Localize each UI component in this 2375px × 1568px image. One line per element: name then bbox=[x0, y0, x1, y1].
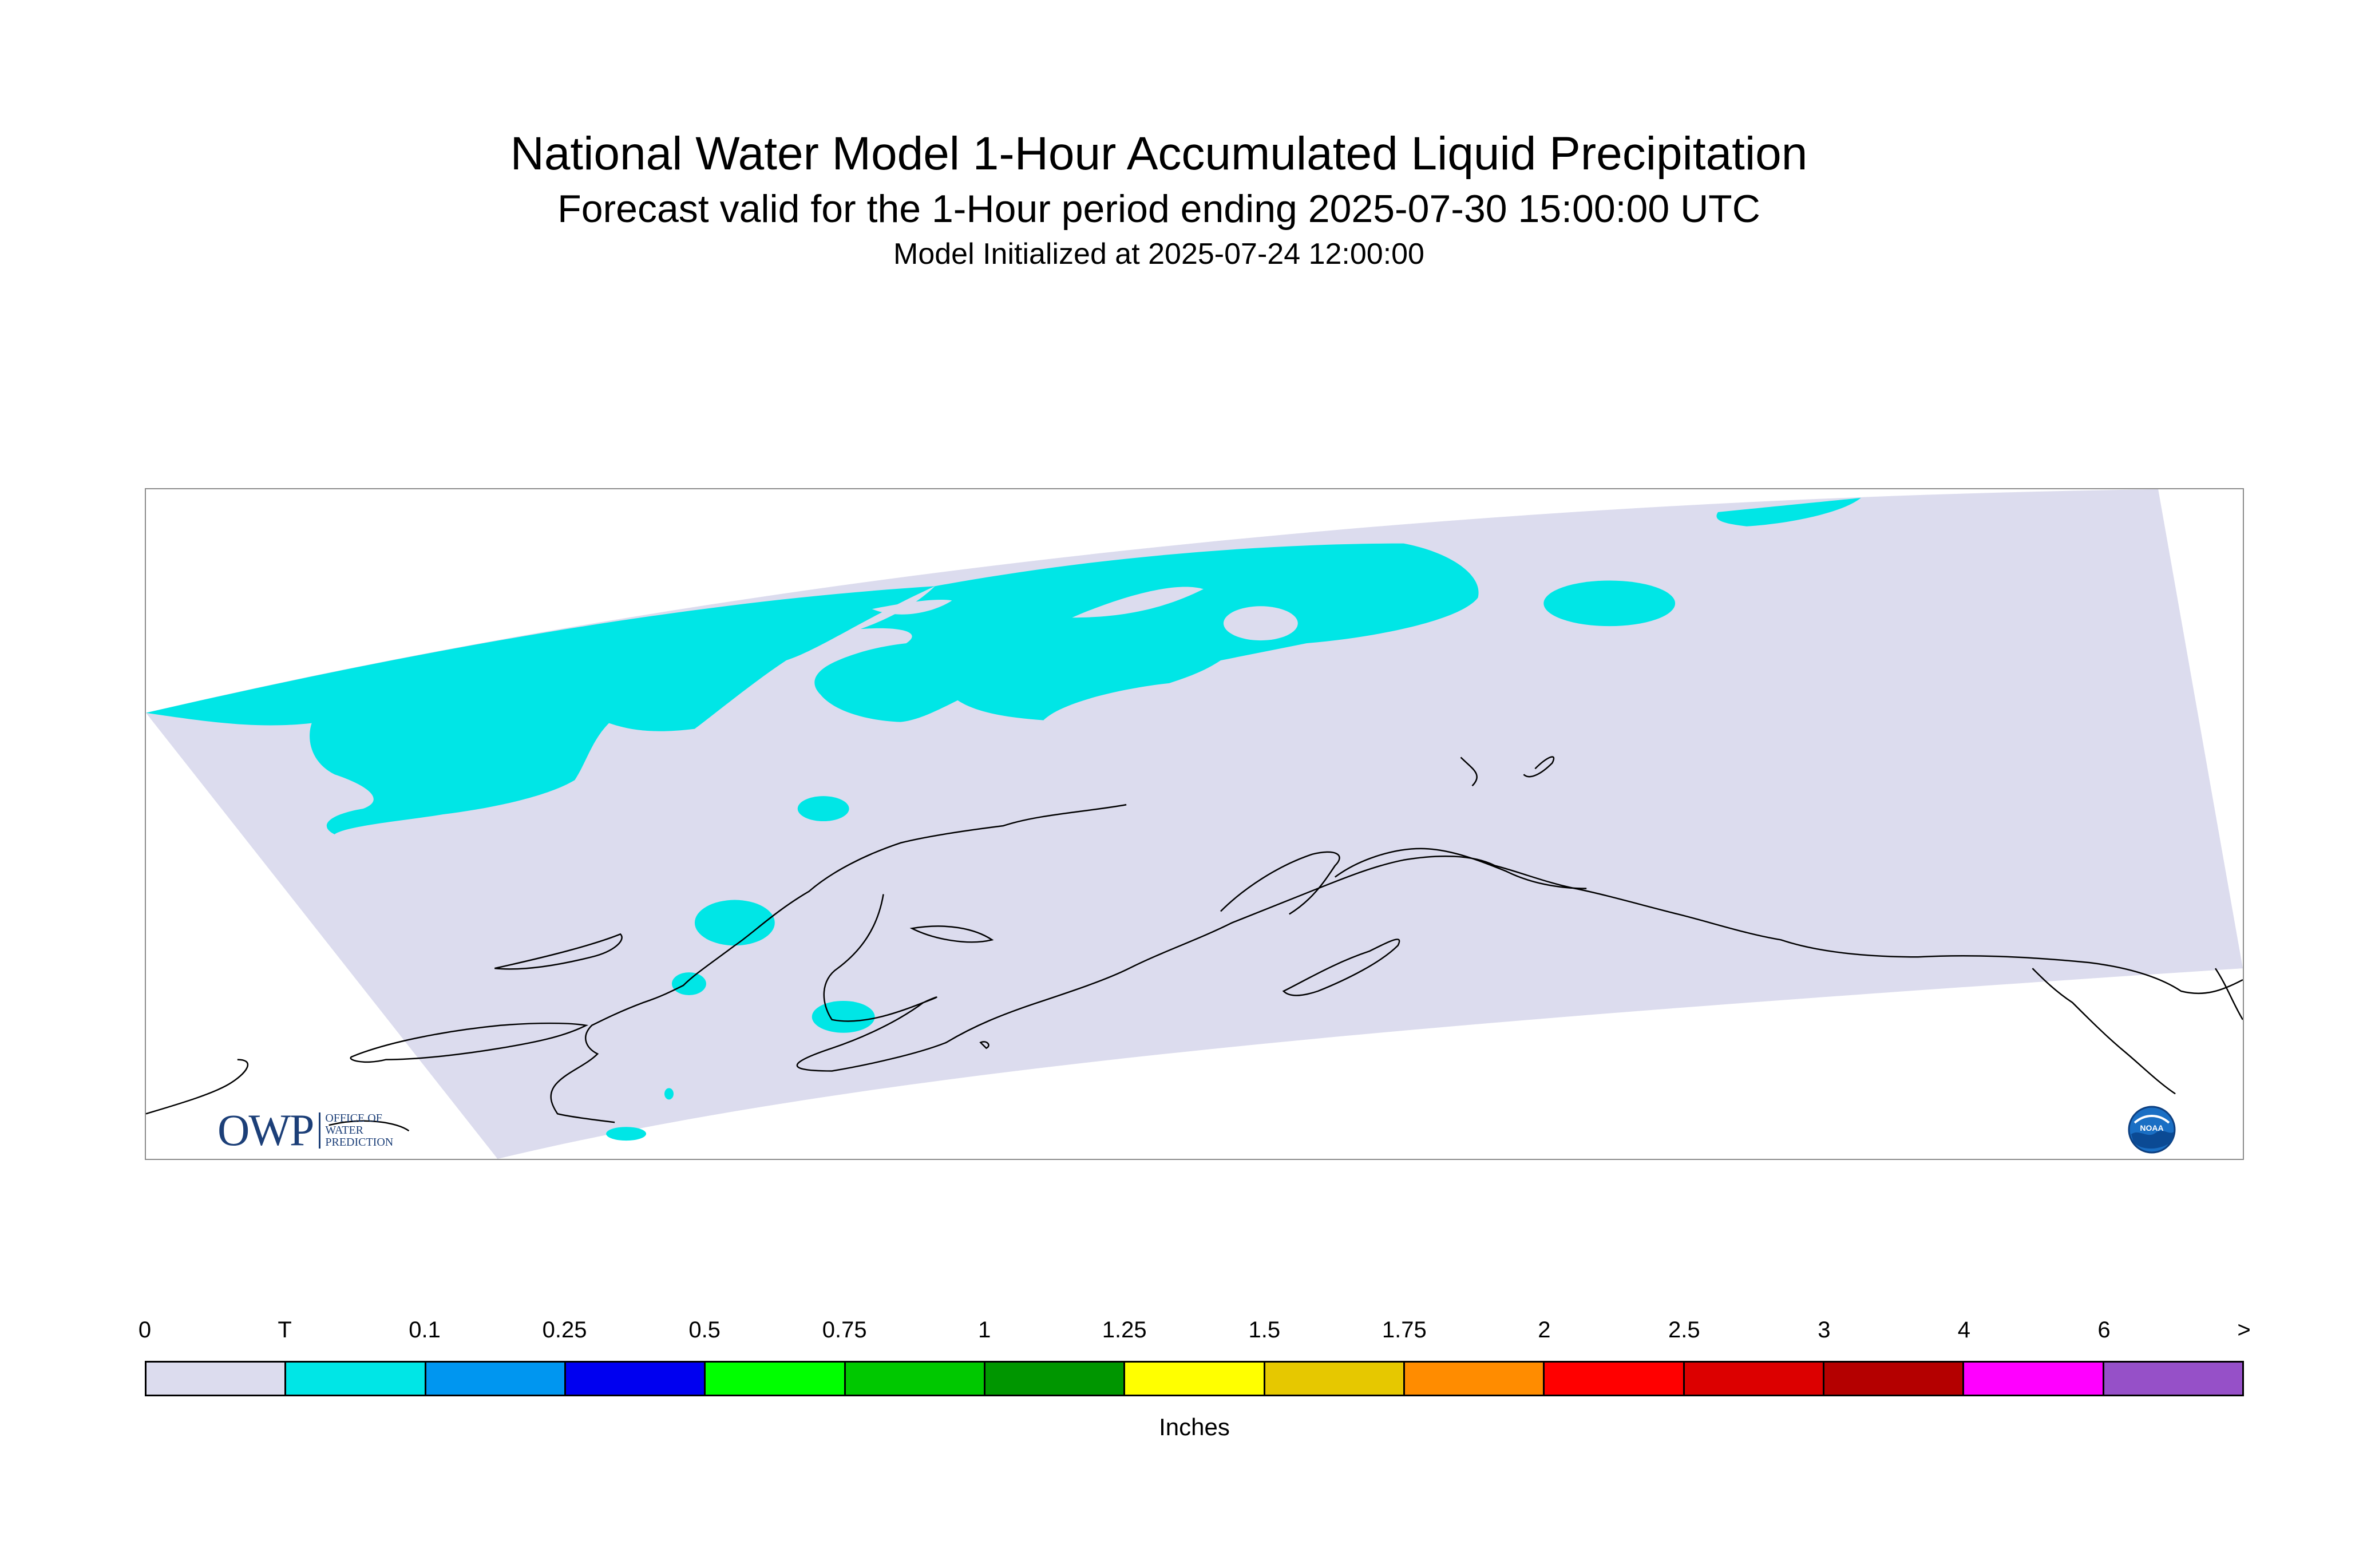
owp-logo-line3: PREDICTION bbox=[325, 1135, 394, 1149]
precip-map bbox=[146, 489, 2243, 1159]
legend-swatch bbox=[1684, 1363, 1824, 1395]
legend-swatch bbox=[985, 1363, 1126, 1395]
legend-tick-label: T bbox=[278, 1317, 292, 1343]
legend-tick-label: 1 bbox=[978, 1317, 991, 1343]
legend-swatch bbox=[286, 1363, 426, 1395]
precip-area-northeast bbox=[1716, 497, 1861, 526]
legend-swatch bbox=[1964, 1363, 2104, 1395]
coast-mainland-west bbox=[550, 803, 1127, 1123]
precip-blob-bristol bbox=[812, 1000, 875, 1033]
precip-area-west bbox=[146, 586, 935, 834]
coast-nunivak bbox=[909, 925, 994, 943]
coast-cook-inlet bbox=[1220, 851, 1340, 915]
legend-swatch bbox=[147, 1363, 287, 1395]
legend-swatch bbox=[845, 1363, 985, 1395]
legend-tick-label: 4 bbox=[1957, 1317, 1971, 1343]
legend-swatch bbox=[1545, 1363, 1685, 1395]
legend-swatch bbox=[1265, 1363, 1405, 1395]
coast-kodiak bbox=[1282, 939, 1400, 996]
owp-logo-subtext: OFFICE OF WATER PREDICTION bbox=[319, 1112, 393, 1149]
legend-swatch bbox=[706, 1363, 846, 1395]
precip-area-central bbox=[814, 543, 1479, 722]
legend-tick-label: 0.25 bbox=[542, 1317, 587, 1343]
map-subtitle: Forecast valid for the 1-Hour period end… bbox=[557, 187, 1760, 231]
legend-tick-label: 2.5 bbox=[1668, 1317, 1700, 1343]
owp-logo-letters: OWP bbox=[217, 1105, 314, 1155]
legend-tick-label: 0.75 bbox=[822, 1317, 867, 1343]
legend-tick-label: > bbox=[2237, 1317, 2251, 1343]
map-panel[interactable] bbox=[145, 488, 2244, 1160]
owp-logo: OWP OFFICE OF WATER PREDICTION bbox=[217, 1105, 393, 1155]
map-title: National Water Model 1-Hour Accumulated … bbox=[510, 128, 1808, 180]
legend-swatch bbox=[1125, 1363, 1265, 1395]
legend-tick-label: 0 bbox=[138, 1317, 152, 1343]
owp-logo-line2: WATER bbox=[325, 1123, 364, 1137]
precip-blob-south bbox=[606, 1127, 647, 1141]
precip-blob-small bbox=[797, 796, 849, 822]
coast-kenai bbox=[1334, 848, 1587, 889]
legend-tick-label: 2 bbox=[1538, 1317, 1551, 1343]
noaa-logo: NOAA bbox=[2128, 1106, 2176, 1154]
legend-swatch bbox=[1404, 1363, 1545, 1395]
legend-swatch bbox=[2104, 1363, 2242, 1395]
legend-tick-label: 1.75 bbox=[1382, 1317, 1427, 1343]
coast-chukotka bbox=[146, 1059, 410, 1132]
legend-tick-label: 1.5 bbox=[1248, 1317, 1281, 1343]
coast-pribilof bbox=[979, 1041, 989, 1050]
coast-southeast bbox=[2032, 968, 2243, 1095]
legend-tick-label: 0.1 bbox=[409, 1317, 441, 1343]
legend-swatch bbox=[1824, 1363, 1965, 1395]
coast-alaska-peninsula bbox=[796, 856, 2243, 1072]
coast-st-lawrence bbox=[494, 933, 623, 970]
model-init-line: Model Initialized at 2025-07-24 12:00:00 bbox=[893, 237, 1424, 271]
noaa-logo-text: NOAA bbox=[2140, 1123, 2163, 1133]
precip-blob-tiny bbox=[664, 1088, 674, 1100]
dry-gaps bbox=[872, 587, 1298, 641]
legend-tick-label: 3 bbox=[1818, 1317, 1831, 1343]
coast-northeast bbox=[1460, 756, 1555, 787]
precip-areas bbox=[146, 497, 1861, 1141]
owp-logo-line1: OFFICE OF bbox=[325, 1111, 382, 1124]
coastlines bbox=[146, 756, 2243, 1132]
legend-swatch bbox=[565, 1363, 706, 1395]
coast-bristol-bay bbox=[823, 894, 937, 1022]
precip-blob-bering bbox=[694, 900, 775, 946]
precip-blob-nunivak bbox=[671, 972, 706, 995]
legend-tick-label: 0.5 bbox=[688, 1317, 721, 1343]
legend-tick-label: 6 bbox=[2097, 1317, 2111, 1343]
precip-legend: 0 T 0.1 0.25 0.5 0.75 1 1.25 1.5 1.75 2 2.5 3 4 6 > Inc… bbox=[138, 1310, 2251, 1459]
legend-tick-label: 1.25 bbox=[1102, 1317, 1147, 1343]
precip-blob-east bbox=[1543, 580, 1676, 627]
legend-color-bar bbox=[145, 1361, 2244, 1396]
legend-units-label: Inches bbox=[1159, 1413, 1230, 1440]
legend-tick-labels: 0 T 0.1 0.25 0.5 0.75 1 1.25 1.5 1.75 2 2.5 3 4 6 > bbox=[138, 1310, 2251, 1345]
coast-siberia bbox=[350, 1022, 589, 1063]
legend-swatch bbox=[426, 1363, 566, 1395]
